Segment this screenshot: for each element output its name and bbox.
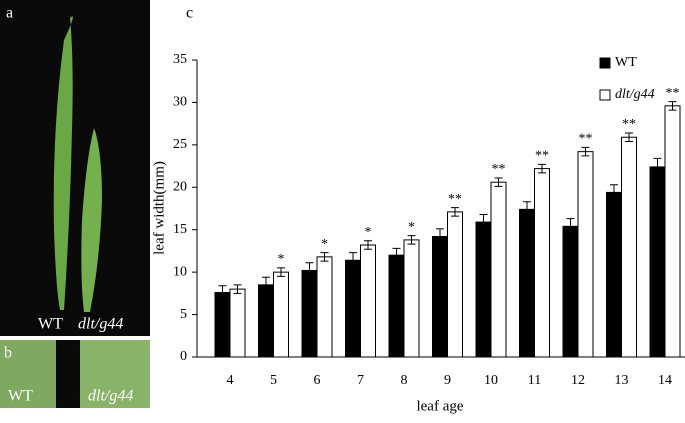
- significance-label: *: [321, 237, 328, 252]
- photo-label: dlt/g44: [78, 316, 123, 333]
- bar: [258, 284, 274, 358]
- bar: [534, 168, 550, 358]
- error-bar: [566, 218, 575, 235]
- bar: [316, 256, 333, 358]
- photo-label: WT: [38, 316, 63, 333]
- error-bar: [407, 235, 416, 245]
- bar: [388, 254, 405, 358]
- bar: [403, 239, 420, 358]
- bar: [360, 244, 376, 358]
- error-bar: [625, 132, 633, 142]
- error-bar: [653, 157, 662, 176]
- leaf-closeup: [0, 340, 56, 408]
- error-bar: [451, 207, 459, 217]
- y-tick-label: 25: [173, 137, 187, 152]
- x-tick-label: 6: [314, 373, 321, 388]
- leaf: [81, 128, 102, 312]
- bar: [606, 191, 622, 358]
- significance-label: **: [492, 162, 506, 177]
- bar: [664, 105, 681, 358]
- panel-label: b: [4, 345, 12, 362]
- y-tick-label: 10: [173, 264, 187, 279]
- bar: [519, 208, 535, 358]
- significance-label: *: [365, 225, 372, 240]
- error-bar: [262, 276, 270, 294]
- error-bar: [538, 163, 546, 174]
- photo-label: dlt/g44: [88, 388, 133, 405]
- y-tick-label: 20: [173, 180, 187, 195]
- error-bar: [610, 184, 618, 201]
- x-axis-title: leaf age: [416, 398, 463, 414]
- error-bar: [581, 146, 590, 157]
- bar: [562, 225, 579, 358]
- significance-label: **: [579, 132, 593, 147]
- photo-label: WT: [8, 388, 33, 405]
- bar: [345, 259, 361, 358]
- x-tick-label: 13: [615, 373, 629, 388]
- y-tick-label: 30: [173, 95, 187, 110]
- error-bar: [494, 177, 503, 187]
- significance-label: **: [535, 149, 549, 164]
- error-bar: [392, 247, 401, 263]
- bar: [447, 211, 463, 358]
- error-bar: [305, 262, 314, 279]
- x-tick-label: 14: [658, 373, 672, 388]
- bar: [273, 271, 289, 358]
- y-axis-title: leaf width(mm): [151, 161, 167, 255]
- bar: [229, 288, 246, 358]
- bar: [475, 221, 492, 358]
- bar: [577, 151, 594, 358]
- legend-label: WT: [615, 55, 637, 70]
- y-tick-label: 0: [180, 349, 187, 364]
- legend-label: dlt/g44: [615, 87, 655, 102]
- error-bar: [233, 284, 242, 294]
- significance-label: **: [622, 117, 636, 132]
- x-tick-label: 9: [444, 373, 451, 388]
- bar: [649, 166, 666, 358]
- significance-label: **: [666, 86, 680, 101]
- bar: [214, 292, 231, 358]
- panel-label: a: [6, 5, 13, 22]
- y-tick-label: 5: [180, 307, 187, 322]
- x-tick-label: 8: [401, 373, 408, 388]
- error-bar: [349, 252, 357, 269]
- y-tick-label: 35: [173, 52, 187, 67]
- y-tick-label: 15: [173, 222, 187, 237]
- bar: [621, 136, 637, 358]
- error-bar: [479, 213, 488, 231]
- x-tick-label: 12: [571, 373, 585, 388]
- bar: [432, 236, 448, 358]
- x-tick-label: 4: [227, 373, 234, 388]
- significance-label: *: [278, 252, 285, 267]
- significance-label: **: [448, 192, 462, 207]
- panel-label: c: [186, 5, 193, 22]
- error-bar: [277, 267, 285, 277]
- x-tick-label: 5: [270, 373, 277, 388]
- error-bar: [364, 240, 372, 250]
- bar: [490, 181, 507, 358]
- photo-a: [0, 0, 150, 336]
- error-bar: [668, 101, 677, 111]
- x-tick-label: 7: [357, 373, 364, 388]
- x-tick-label: 10: [484, 373, 498, 388]
- error-bar: [218, 285, 227, 300]
- error-bar: [436, 228, 444, 245]
- legend-swatch: [599, 89, 611, 101]
- error-bar: [523, 201, 531, 218]
- x-tick-label: 11: [528, 373, 541, 388]
- bar: [301, 269, 318, 358]
- significance-label: *: [408, 220, 415, 235]
- leaf: [53, 16, 73, 310]
- legend-swatch: [599, 57, 611, 69]
- leaf-closeup: [80, 340, 150, 408]
- error-bar: [320, 252, 329, 262]
